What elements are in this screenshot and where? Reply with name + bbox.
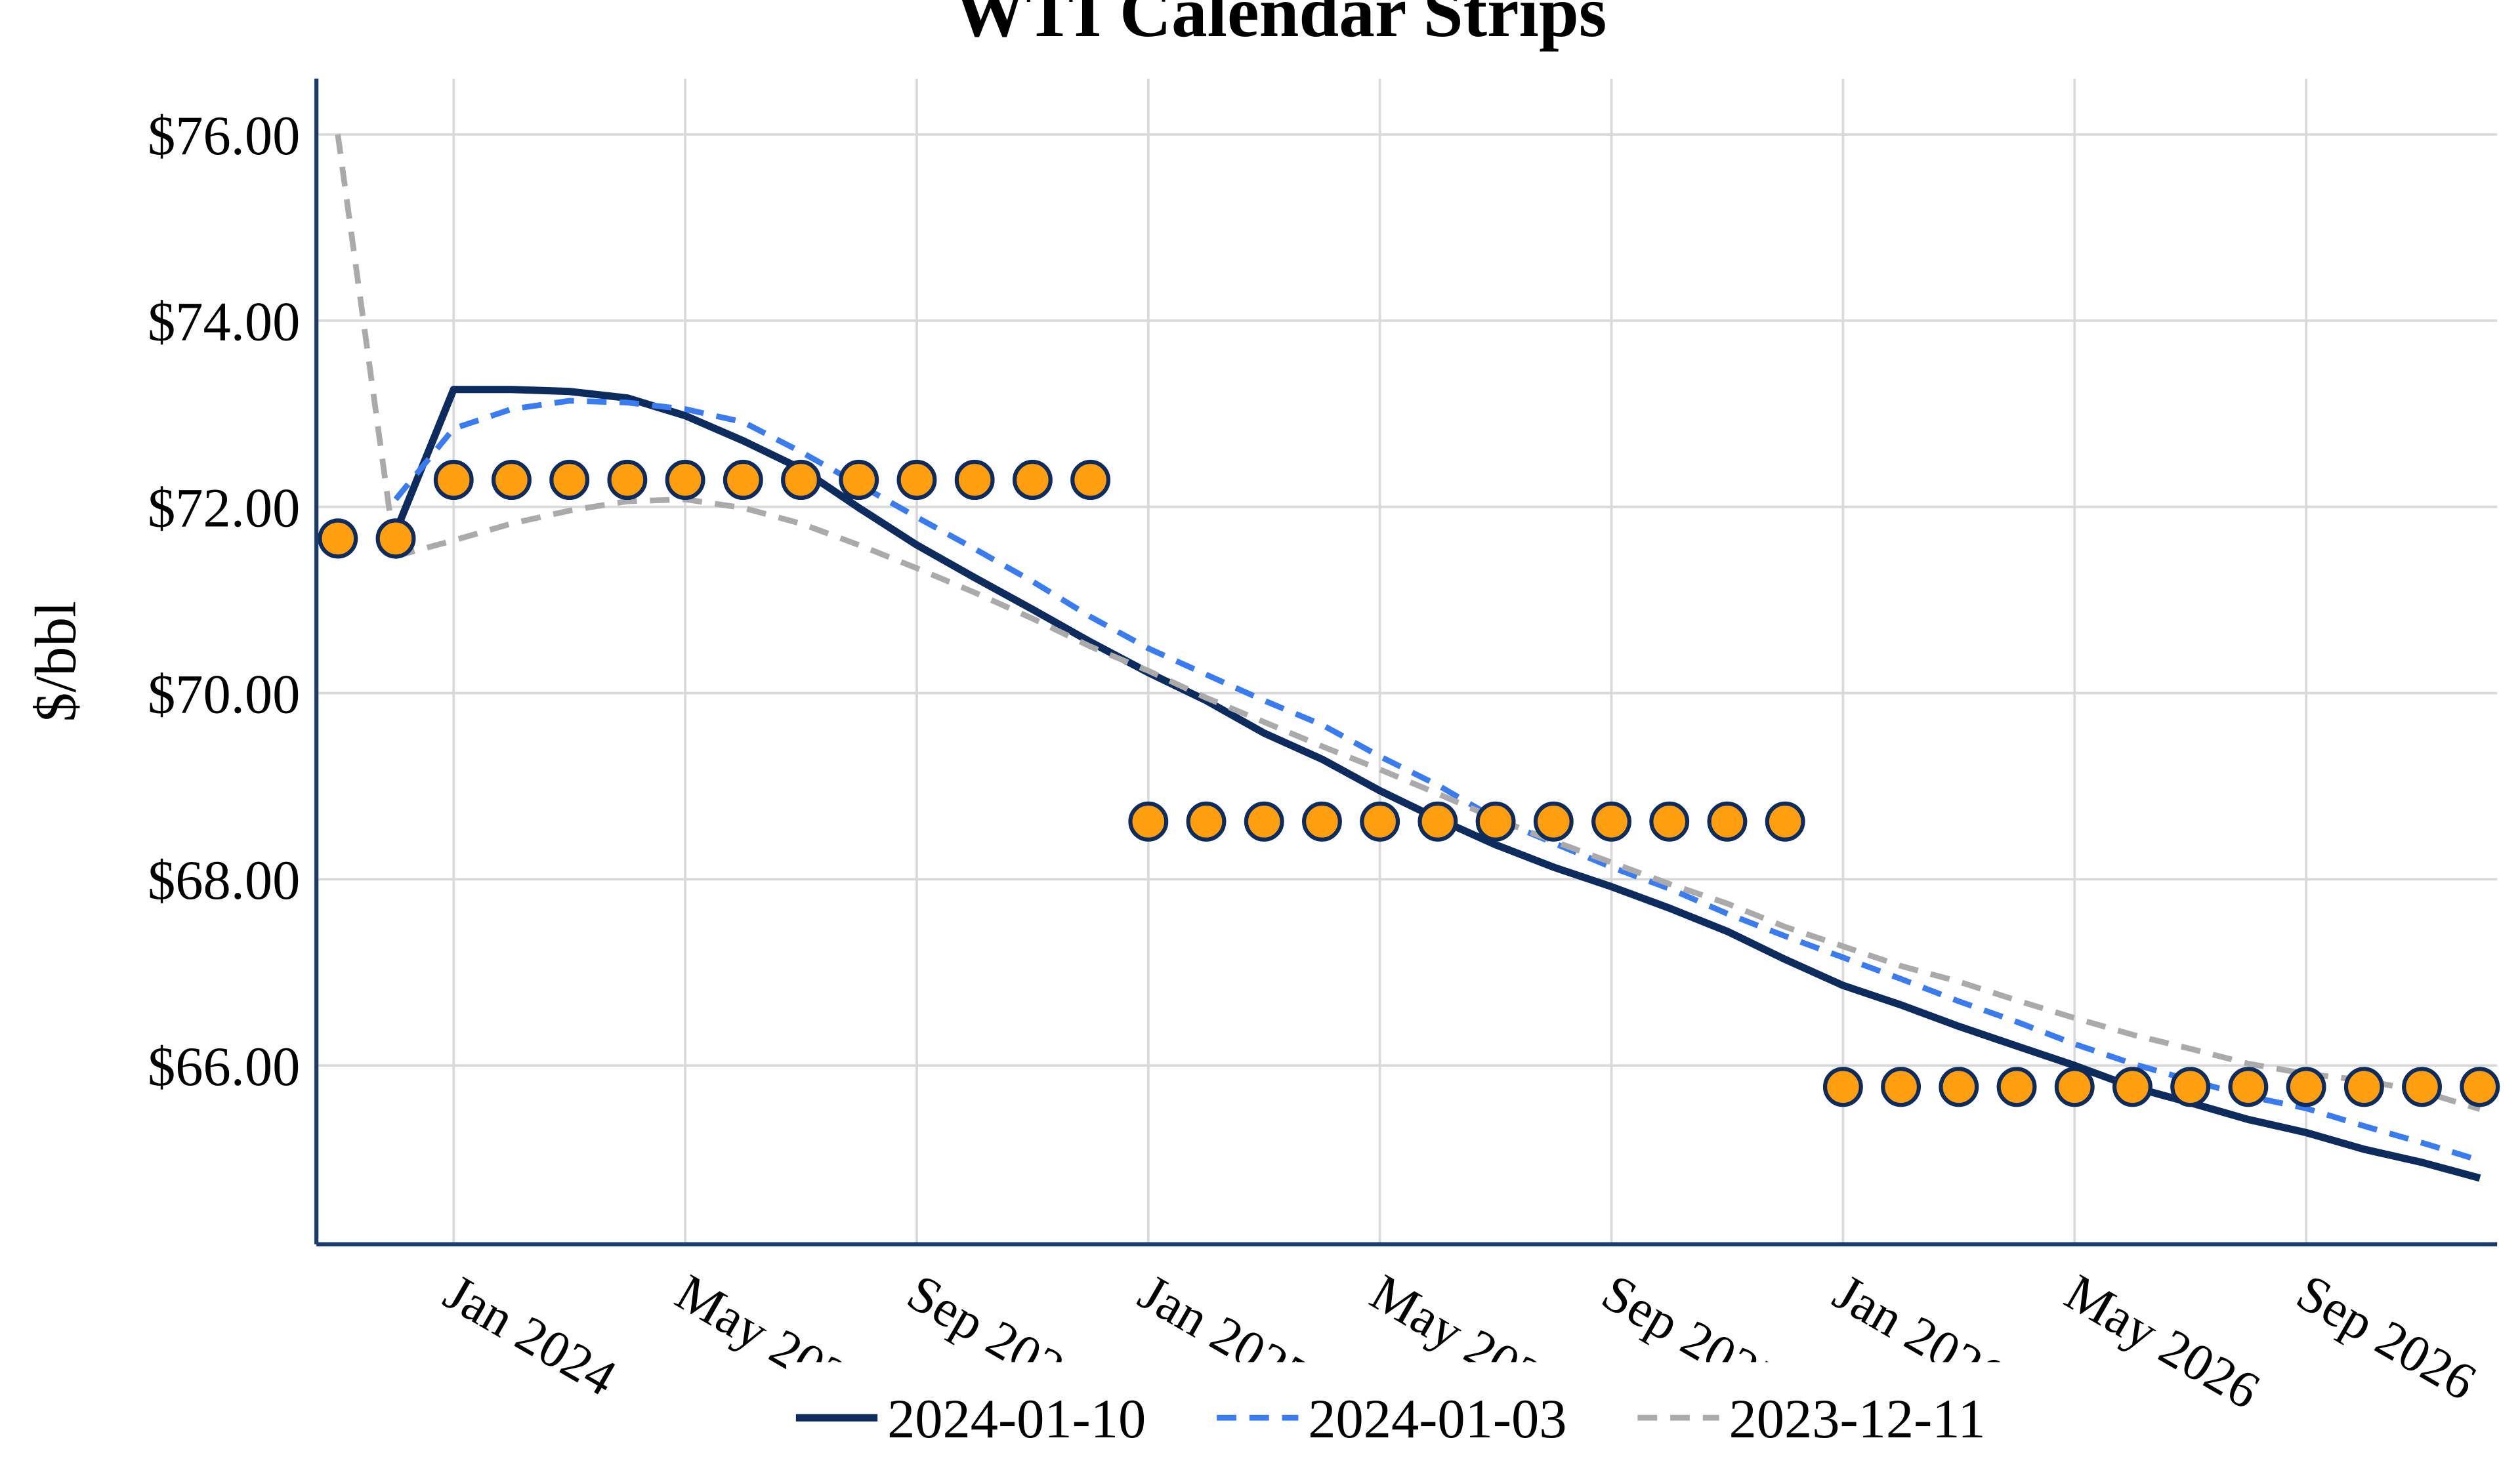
- y-tick-label: $70.00: [148, 664, 300, 725]
- marker: [318, 518, 358, 559]
- marker: [723, 459, 763, 501]
- marker: [954, 459, 995, 501]
- marker: [781, 459, 821, 501]
- marker: [2112, 1067, 2152, 1107]
- marker: [433, 459, 474, 501]
- axes: $66.00 $68.00 $70.00 $72.00 $74.00 $76.00 Jan …: [148, 78, 2498, 1420]
- marker: [1649, 801, 1690, 842]
- marker: [665, 459, 705, 501]
- marker: [2228, 1067, 2269, 1107]
- marker: [1186, 801, 1227, 842]
- marker: [1822, 1067, 1863, 1107]
- marker: [1939, 1067, 1979, 1107]
- marker: [1591, 801, 1631, 842]
- chart-title: WTI Calendar Strips: [954, 0, 1607, 52]
- marker: [896, 459, 937, 501]
- y-tick-label: $66.00: [148, 1037, 300, 1098]
- x-tick-label: Sep 2026: [2287, 1264, 2485, 1412]
- x-tick-label: Jan 2024: [434, 1264, 625, 1407]
- marker: [1533, 801, 1574, 842]
- marker: [1475, 801, 1516, 842]
- legend-label: 2024-01-03: [1308, 1389, 1566, 1450]
- marker: [1996, 1067, 2037, 1107]
- marker: [2170, 1067, 2211, 1107]
- marker: [607, 459, 648, 501]
- marker: [2460, 1067, 2500, 1107]
- marker: [2402, 1067, 2442, 1107]
- legend: 2024-01-10 2024-01-03 2023-12-11: [786, 1362, 2059, 1461]
- marker: [1012, 459, 1053, 501]
- marker: [2343, 1067, 2384, 1107]
- marker: [549, 459, 590, 501]
- grid: [316, 78, 2498, 1244]
- y-tick-label: $74.00: [148, 292, 300, 353]
- marker: [2054, 1067, 2095, 1107]
- marker: [1418, 801, 1458, 842]
- series-line: [335, 134, 2481, 1112]
- marker: [1128, 801, 1169, 842]
- y-tick-label: $72.00: [148, 478, 300, 539]
- series-line: [393, 398, 2481, 1164]
- marker: [1302, 801, 1342, 842]
- marker: [839, 459, 879, 501]
- plot-area: [318, 134, 2500, 1182]
- marker: [1070, 459, 1111, 501]
- y-tick-label: $68.00: [148, 850, 300, 911]
- legend-background: [786, 1362, 2059, 1461]
- marker: [1360, 801, 1400, 842]
- marker: [1244, 801, 1284, 842]
- legend-label: 2023-12-11: [1729, 1389, 1986, 1450]
- marker: [492, 459, 532, 501]
- x-tick-label: May 2026: [2055, 1264, 2269, 1420]
- marker: [375, 518, 416, 559]
- marker: [2286, 1067, 2326, 1107]
- marker: [1765, 801, 1805, 842]
- marker: [1707, 801, 1748, 842]
- marker: [1881, 1067, 1922, 1107]
- legend-label: 2024-01-10: [887, 1389, 1146, 1450]
- y-tick-label: $76.00: [148, 106, 300, 167]
- y-axis-label: $/bbl: [23, 601, 88, 722]
